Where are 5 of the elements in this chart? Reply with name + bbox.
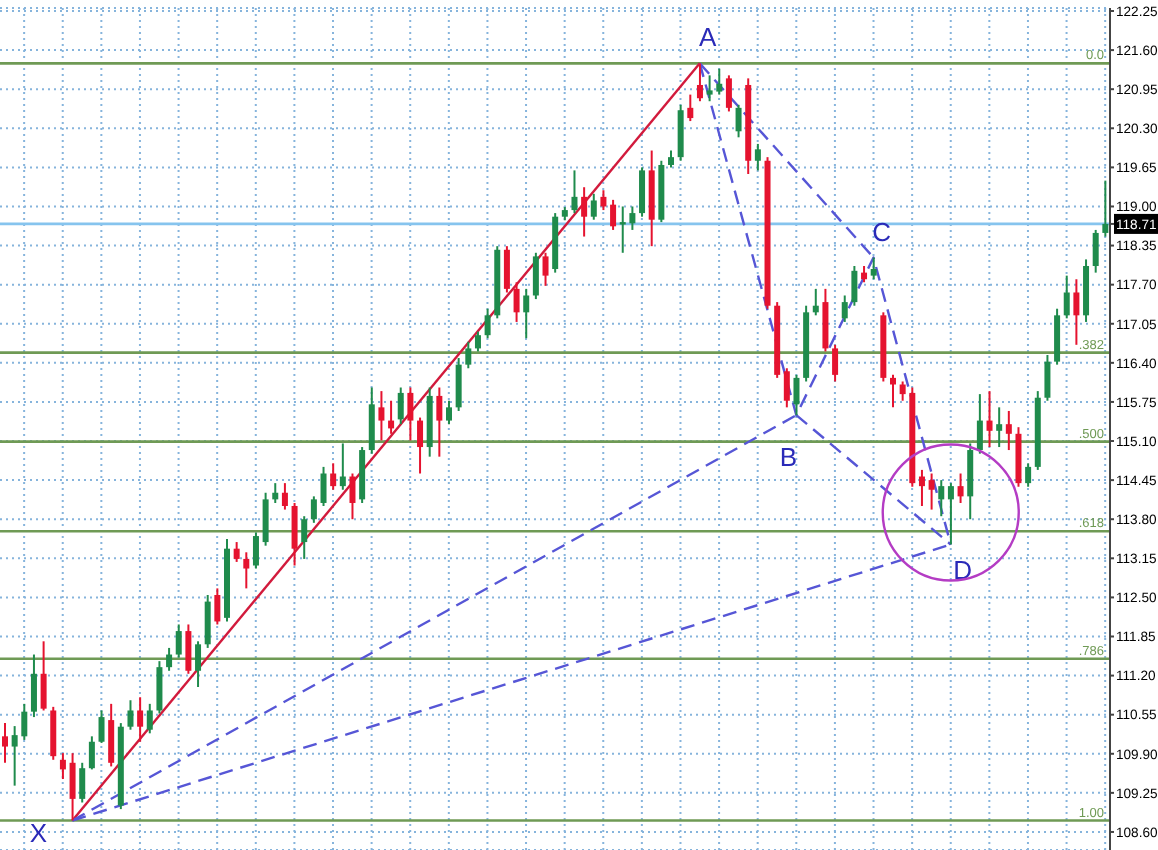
annotation: C bbox=[872, 216, 891, 247]
annotation: A bbox=[699, 22, 718, 53]
annotation: D bbox=[953, 555, 973, 586]
annotation: X bbox=[29, 817, 48, 848]
annotation: B bbox=[779, 442, 797, 473]
